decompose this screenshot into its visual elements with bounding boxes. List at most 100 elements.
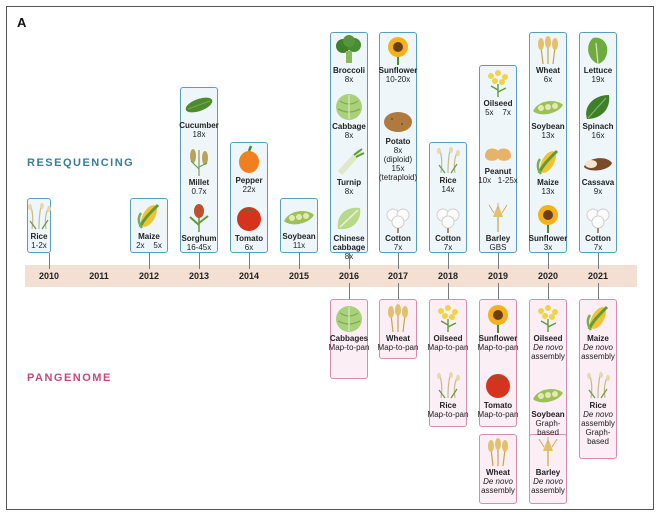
crop-detail: 8x bbox=[344, 187, 354, 196]
oilseed-icon bbox=[431, 303, 465, 338]
crop-detail: based bbox=[587, 437, 609, 446]
crop-detail: Graph- bbox=[585, 428, 611, 437]
crop-detail: 10x 1-25x bbox=[478, 175, 518, 185]
pangenome-entry-2016-cabbages: Cabbages Map-to-pan bbox=[321, 334, 377, 352]
year-2013: 2013 bbox=[188, 271, 210, 281]
wheat-icon bbox=[531, 35, 565, 70]
resequencing-entry-2014-pepper: Pepper 22x bbox=[221, 176, 277, 194]
connector-pan-2016 bbox=[349, 283, 350, 299]
resequencing-entry-2019-barley: Barley GBS bbox=[470, 234, 526, 252]
maize-icon bbox=[132, 201, 166, 236]
pepper-icon bbox=[232, 145, 266, 180]
cotton-icon bbox=[431, 203, 465, 238]
resequencing-entry-2017-cotton: Cotton 7x bbox=[370, 234, 426, 252]
oilseed-icon bbox=[481, 68, 515, 103]
crop-detail: Map-to-pan bbox=[477, 410, 519, 419]
crop-detail: 3x bbox=[543, 243, 553, 252]
resequencing-entry-2020-maize: Maize 13x bbox=[520, 178, 576, 196]
crop-detail: (tetraploid) bbox=[378, 172, 418, 182]
crop-detail: assembly bbox=[581, 352, 615, 361]
resequencing-entry-2010-rice: Rice 1-2x bbox=[11, 232, 67, 250]
crop-detail: assembly bbox=[531, 352, 565, 361]
cabbage-icon bbox=[332, 91, 366, 126]
pangenome-entry-2017-wheat: Wheat Map-to-pan bbox=[370, 334, 426, 352]
resequencing-entry-2017-potato: Potato 8x (diploid) 15x (tetraploid) bbox=[370, 137, 426, 182]
crop-detail: 8x bbox=[393, 145, 403, 155]
resequencing-entry-2012-maize: Maize 2x 5x bbox=[121, 232, 177, 250]
crop-name: Wheat bbox=[386, 334, 410, 343]
crop-name: Cucumber bbox=[179, 121, 219, 130]
resequencing-entry-2014-tomato: Tomato 6x bbox=[221, 234, 277, 252]
timeline-band bbox=[25, 265, 637, 287]
resequencing-entry-2018-rice: Rice 14x bbox=[420, 176, 476, 194]
connector-pan-2020 bbox=[548, 283, 549, 299]
resequencing-entry-2016-broccoli: Broccoli 8x bbox=[321, 66, 377, 84]
crop-detail: 2x 5x bbox=[136, 241, 162, 250]
crop-detail: 22x bbox=[242, 185, 256, 194]
connector-reseq-2010 bbox=[49, 253, 50, 269]
crop-name: Potato bbox=[385, 136, 411, 146]
resequencing-entry-2018-cotton: Cotton 7x bbox=[420, 234, 476, 252]
crop-detail: 18x bbox=[192, 130, 206, 139]
crop-detail: De novo bbox=[583, 343, 613, 352]
resequencing-entry-2016-turnip: Turnip 8x bbox=[321, 178, 377, 196]
sorghum-icon bbox=[182, 203, 216, 238]
connector-pan-2017 bbox=[398, 283, 399, 299]
crop-name: Sunflower bbox=[528, 234, 568, 243]
crop-name: Sorghum bbox=[181, 234, 217, 243]
pangenome-entry-2019-sunflower: Sunflower Map-to-pan bbox=[470, 334, 526, 352]
year-2012: 2012 bbox=[138, 271, 160, 281]
resequencing-entry-2013-millet: Millet 0.7x bbox=[171, 178, 227, 196]
turnip-icon bbox=[332, 147, 366, 182]
crop-name: Soybean bbox=[531, 122, 565, 131]
tomato-icon bbox=[481, 370, 515, 405]
resequencing-entry-2019-oilseed: Oilseed 5x 7x bbox=[470, 99, 526, 117]
crop-name: Tomato bbox=[234, 234, 264, 243]
crop-name: Cotton bbox=[585, 234, 611, 243]
connector-reseq-2013 bbox=[199, 253, 200, 269]
crop-name: Oilseed bbox=[433, 334, 463, 343]
crop-detail: De novo bbox=[583, 410, 613, 419]
crop-name: Chinese cabbage bbox=[332, 234, 366, 252]
maize-icon bbox=[581, 303, 615, 338]
resequencing-entry-2021-cotton: Cotton 7x bbox=[570, 234, 626, 252]
wheat-icon bbox=[481, 437, 515, 472]
crop-name: Barley bbox=[535, 468, 561, 477]
resequencing-label: RESEQUENCING bbox=[27, 157, 135, 169]
resequencing-entry-2020-soybean: Soybean 13x bbox=[520, 122, 576, 140]
sunflower-icon bbox=[531, 203, 565, 238]
connector-reseq-2017 bbox=[398, 253, 399, 269]
year-2011: 2011 bbox=[89, 271, 109, 281]
crop-name: Turnip bbox=[336, 178, 362, 187]
resequencing-entry-2016-cabbage: Cabbage 8x bbox=[321, 122, 377, 140]
crop-detail: 15x bbox=[391, 163, 405, 173]
crop-detail: 13x bbox=[541, 187, 555, 196]
crop-detail: 7x bbox=[393, 243, 403, 252]
tomato-icon bbox=[232, 203, 266, 238]
connector-reseq-2021 bbox=[598, 253, 599, 269]
pangenome-entry-2019-barley: Barley De novo assembly bbox=[520, 468, 576, 495]
crop-name: Maize bbox=[138, 232, 160, 241]
crop-detail: De novo bbox=[533, 477, 563, 486]
crop-name: Rice bbox=[439, 401, 457, 410]
resequencing-entry-2021-lettuce: Lettuce 19x bbox=[570, 66, 626, 84]
crop-name: Rice bbox=[439, 176, 457, 185]
crop-name: Rice bbox=[30, 232, 48, 241]
crop-detail: assembly bbox=[581, 419, 615, 428]
pangenome-entry-2020-oilseed: Oilseed De novo assembly bbox=[520, 334, 576, 361]
crop-detail: Map-to-pan bbox=[427, 410, 469, 419]
lettuce-icon bbox=[581, 35, 615, 70]
crop-name: Spinach bbox=[582, 122, 614, 131]
crop-detail: 16-45x bbox=[186, 243, 212, 252]
year-2020: 2020 bbox=[537, 271, 559, 281]
soybean-icon bbox=[531, 379, 565, 414]
resequencing-entry-2013-cucumber: Cucumber 18x bbox=[171, 121, 227, 139]
crop-name: Tomato bbox=[483, 401, 513, 410]
crop-name: Broccoli bbox=[332, 66, 365, 75]
millet-icon bbox=[182, 147, 216, 182]
reseq-group-2017 bbox=[379, 32, 417, 253]
year-2016: 2016 bbox=[338, 271, 360, 281]
crop-name: Cotton bbox=[435, 234, 461, 243]
connector-pan-2018 bbox=[448, 283, 449, 299]
pangenome-entry-2020-soybean: Soybean Graph-based bbox=[520, 410, 576, 437]
